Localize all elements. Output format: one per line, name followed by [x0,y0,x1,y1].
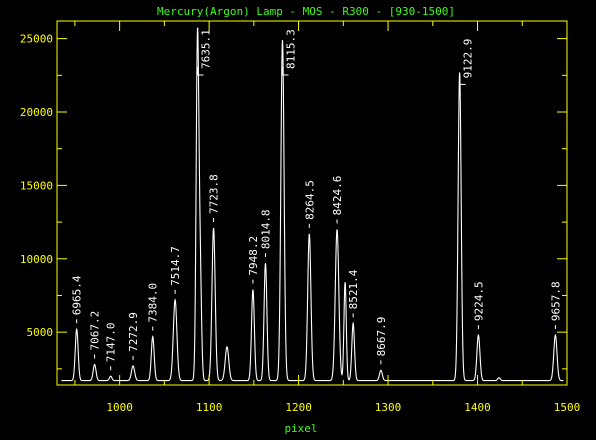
y-tick-label: 10000 [20,253,53,266]
chart-title: Mercury(Argon) Lamp - MOS - R300 - [930-… [157,5,455,18]
x-axis-label: pixel [284,422,317,435]
y-tick-label: 15000 [20,179,53,192]
trace-layer [61,27,564,382]
x-tick-label: 1300 [375,401,402,414]
ticks-layer: 1000 1100 1200 1300 1400 1500 5000 10000 15000 20… [20,21,580,414]
x-tick-label: 1500 [554,401,581,414]
peak-label: 7384.0 [147,283,160,323]
peak-label: 7635.1 [199,29,212,69]
plot-frame [56,20,568,386]
peak-label: 9122.9 [462,39,475,79]
y-tick-label: 25000 [20,33,53,46]
peak-label: 7147.0 [105,322,118,362]
peak-bracket [459,76,466,85]
peak-label: 6965.4 [71,275,84,315]
peak-label: 9657.8 [549,281,562,321]
peak-label: 8521.4 [347,269,360,309]
peak-label: 7067.2 [89,311,102,351]
y-tick-label: 20000 [20,106,53,119]
spectrum-trace [61,27,564,382]
annotations-layer: 6965.4 7067.2 7147.0 7272.9 7384.0 7514.7 7635… [71,29,562,371]
peak-bracket [196,67,204,76]
peak-label: 8115.3 [284,29,297,69]
peak-bracket [281,67,289,76]
x-tick-label: 1400 [464,401,491,414]
x-tick-label: 1200 [285,401,312,414]
peak-label: 7723.8 [208,174,221,214]
axes-layer [56,20,568,386]
peak-label: 8667.9 [375,317,388,357]
x-tick-label: 1100 [196,401,223,414]
peak-label: 9224.5 [472,281,485,321]
peak-label: 8014.8 [259,209,272,249]
peak-label: 8264.5 [303,180,316,220]
peak-label: 7514.7 [169,246,182,286]
peak-label: 8424.6 [331,176,344,216]
peak-label: 7948.2 [247,236,260,276]
x-tick-label: 1000 [106,401,133,414]
y-tick-label: 5000 [27,326,54,339]
peak-label: 7272.9 [127,312,140,352]
